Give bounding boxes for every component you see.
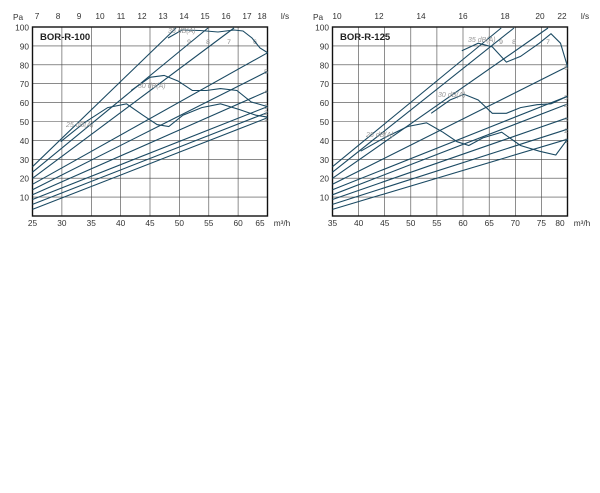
svg-text:22: 22 bbox=[557, 11, 567, 21]
svg-text:7: 7 bbox=[546, 39, 550, 46]
svg-text:10: 10 bbox=[332, 11, 342, 21]
svg-text:9: 9 bbox=[499, 39, 503, 46]
svg-text:60: 60 bbox=[458, 218, 468, 228]
svg-text:50: 50 bbox=[320, 117, 330, 127]
svg-text:80: 80 bbox=[555, 218, 565, 228]
svg-text:45: 45 bbox=[380, 218, 390, 228]
svg-text:30 dB(A): 30 dB(A) bbox=[438, 92, 466, 99]
svg-text:40: 40 bbox=[354, 218, 364, 228]
svg-text:8: 8 bbox=[512, 39, 516, 46]
svg-text:70: 70 bbox=[511, 218, 521, 228]
svg-text:100: 100 bbox=[315, 23, 329, 33]
svg-text:75: 75 bbox=[537, 218, 547, 228]
svg-text:50: 50 bbox=[406, 218, 416, 228]
svg-text:18: 18 bbox=[500, 11, 510, 21]
svg-text:16: 16 bbox=[458, 11, 468, 21]
svg-text:12: 12 bbox=[374, 11, 384, 21]
svg-text:l/s: l/s bbox=[581, 11, 589, 21]
svg-text:3: 3 bbox=[564, 117, 568, 124]
svg-text:25 dB(A): 25 dB(A) bbox=[365, 132, 394, 139]
svg-text:5: 5 bbox=[564, 95, 568, 102]
svg-text:10: 10 bbox=[320, 193, 330, 203]
svg-text:30: 30 bbox=[320, 155, 330, 165]
svg-text:20: 20 bbox=[320, 174, 330, 184]
svg-text:14: 14 bbox=[416, 11, 426, 21]
svg-text:40: 40 bbox=[320, 136, 330, 146]
svg-text:20: 20 bbox=[535, 11, 545, 21]
svg-text:80: 80 bbox=[320, 60, 330, 70]
svg-text:BOR-R-125: BOR-R-125 bbox=[340, 32, 391, 43]
svg-text:2: 2 bbox=[564, 128, 568, 135]
svg-text:65: 65 bbox=[485, 218, 495, 228]
svg-text:60: 60 bbox=[320, 98, 330, 108]
svg-text:m³/h: m³/h bbox=[574, 218, 591, 228]
svg-text:Pa: Pa bbox=[313, 12, 324, 22]
svg-text:55: 55 bbox=[432, 218, 442, 228]
svg-text:4: 4 bbox=[564, 103, 568, 110]
svg-text:35: 35 bbox=[328, 218, 338, 228]
svg-text:70: 70 bbox=[320, 79, 330, 89]
svg-text:35 dB(A): 35 dB(A) bbox=[468, 37, 496, 44]
svg-text:90: 90 bbox=[320, 41, 330, 51]
